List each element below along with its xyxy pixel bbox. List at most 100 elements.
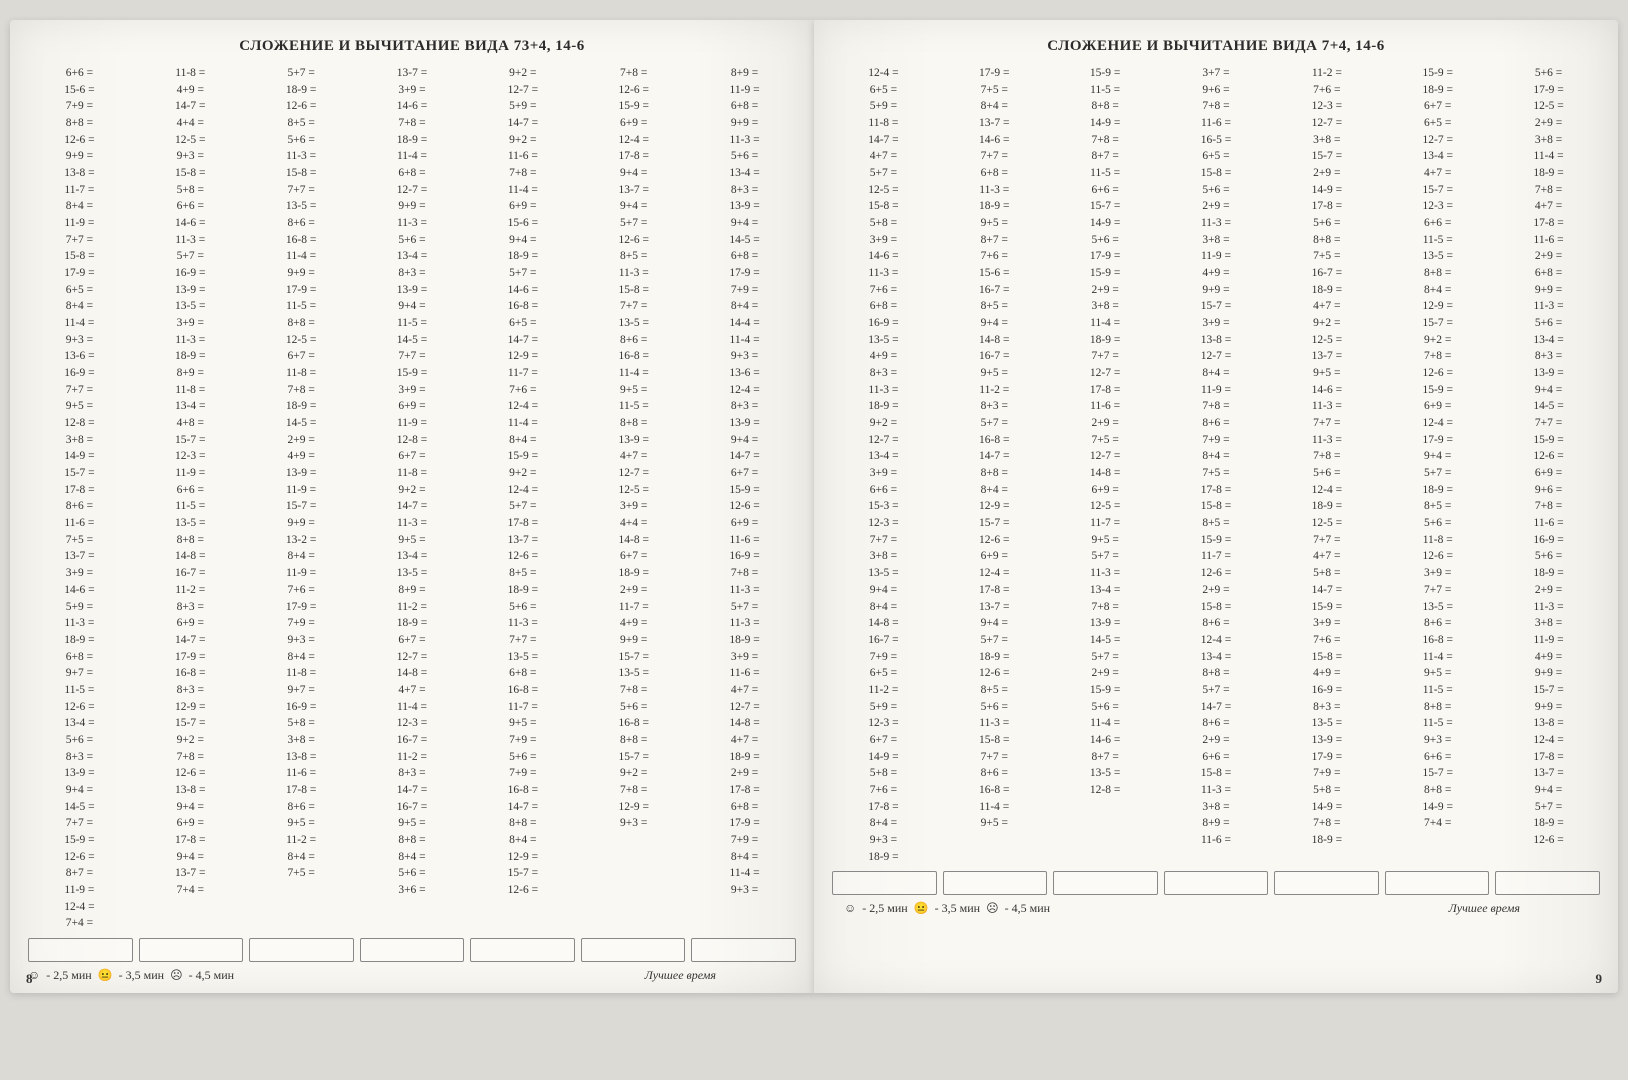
exercise-cell: 8+5 = xyxy=(943,298,1046,315)
exercise-cell: 13-9 = xyxy=(139,282,242,299)
exercise-cell: 9+5 = xyxy=(361,815,464,832)
exercise-cell: 14-5 = xyxy=(1497,398,1600,415)
exercise-cell: 11-3 = xyxy=(1165,215,1268,232)
exercise-cell: 11-9 = xyxy=(28,882,131,899)
exercise-cell: 13-7 = xyxy=(943,115,1046,132)
exercise-cell: 8+9 = xyxy=(693,65,796,82)
exercise-cell: 11-6 = xyxy=(1165,832,1268,849)
exercise-cell: 9+3 = xyxy=(693,348,796,365)
exercise-cell: 8+4 = xyxy=(832,599,935,616)
exercise-cell: 13-5 = xyxy=(139,515,242,532)
exercise-cell: 12-6 = xyxy=(28,699,131,716)
exercise-cell xyxy=(1275,849,1378,866)
exercise-cell: 11-4 = xyxy=(471,182,574,199)
exercise-cell: 6+7 = xyxy=(361,632,464,649)
exercise-cell: 14-8 = xyxy=(693,715,796,732)
exercise-cell: 2+9 = xyxy=(1054,282,1157,299)
exercise-cell: 8+8 = xyxy=(582,415,685,432)
exercise-cell: 11-4 = xyxy=(250,248,353,265)
neutral-icon: 😐 xyxy=(98,968,113,983)
exercise-cell: 7+6 = xyxy=(250,582,353,599)
exercise-cell: 14-8 = xyxy=(582,532,685,549)
exercise-cell: 14-9 = xyxy=(1386,799,1489,816)
exercise-cell: 16-9 = xyxy=(1275,682,1378,699)
exercise-cell: 11-2 = xyxy=(139,582,242,599)
exercise-cell: 18-9 = xyxy=(250,398,353,415)
exercise-cell: 5+6 = xyxy=(1497,548,1600,565)
exercise-cell: 17-9 = xyxy=(28,265,131,282)
exercise-cell: 11-9 = xyxy=(361,415,464,432)
exercise-cell: 11-4 = xyxy=(361,148,464,165)
exercise-cell: 18-9 = xyxy=(832,849,935,866)
exercise-cell: 5+6 = xyxy=(1497,65,1600,82)
exercise-cell: 6+5 = xyxy=(28,282,131,299)
exercise-cell: 7+7 = xyxy=(582,298,685,315)
exercise-cell: 17-8 = xyxy=(139,832,242,849)
exercise-cell: 11-2 = xyxy=(361,749,464,766)
exercise-cell: 16-8 = xyxy=(1386,632,1489,649)
exercise-cell: 7+9 = xyxy=(1165,432,1268,449)
exercise-cell: 15-8 = xyxy=(943,732,1046,749)
exercise-cell: 11-5 = xyxy=(1386,715,1489,732)
exercise-cell: 11-4 = xyxy=(471,415,574,432)
exercise-cell: 6+6 = xyxy=(1165,749,1268,766)
exercise-cell: 12-5 = xyxy=(139,132,242,149)
exercise-cell: 13-9 = xyxy=(361,282,464,299)
exercise-cell xyxy=(693,899,796,916)
exercise-cell: 11-2 = xyxy=(250,832,353,849)
exercise-cell: 4+7 = xyxy=(1275,548,1378,565)
exercise-cell: 8+9 = xyxy=(1165,815,1268,832)
exercise-cell: 9+4 = xyxy=(1386,448,1489,465)
exercise-cell: 14-6 = xyxy=(471,282,574,299)
exercise-cell: 7+6 = xyxy=(1275,82,1378,99)
exercise-cell: 6+7 = xyxy=(832,732,935,749)
exercise-cell: 14-4 = xyxy=(693,315,796,332)
exercise-cell: 11-8 = xyxy=(250,665,353,682)
exercise-cell: 9+5 = xyxy=(582,382,685,399)
exercise-cell: 18-9 = xyxy=(28,632,131,649)
exercise-cell: 15-7 = xyxy=(1386,765,1489,782)
exercise-cell: 14-8 = xyxy=(1054,465,1157,482)
exercise-cell: 3+9 = xyxy=(1386,565,1489,582)
exercise-cell: 12-8 = xyxy=(361,432,464,449)
exercise-cell: 11-6 = xyxy=(1497,232,1600,249)
exercise-cell: 11-8 = xyxy=(139,65,242,82)
exercise-cell: 7+8 = xyxy=(1497,498,1600,515)
exercise-cell: 7+8 = xyxy=(361,115,464,132)
exercise-cell xyxy=(1054,815,1157,832)
exercise-cell: 5+6 = xyxy=(1497,315,1600,332)
exercise-cell: 3+8 = xyxy=(832,548,935,565)
exercise-cell: 3+8 = xyxy=(1165,232,1268,249)
exercise-cell: 11-6 = xyxy=(693,532,796,549)
exercise-cell: 3+9 = xyxy=(1275,615,1378,632)
exercise-cell: 16-5 = xyxy=(1165,132,1268,149)
exercise-cell: 7+8 = xyxy=(250,382,353,399)
exercise-cell: 6+6 = xyxy=(139,482,242,499)
exercise-cell: 9+9 = xyxy=(250,265,353,282)
exercise-cell: 12-6 = xyxy=(28,849,131,866)
exercise-cell: 9+9 = xyxy=(361,198,464,215)
exercise-cell: 4+7 = xyxy=(693,732,796,749)
exercise-cell: 13-4 = xyxy=(1054,582,1157,599)
exercise-cell: 13-4 = xyxy=(361,248,464,265)
exercise-cell: 14-6 = xyxy=(361,98,464,115)
exercise-cell: 18-9 = xyxy=(139,348,242,365)
exercise-cell: 7+8 = xyxy=(1054,132,1157,149)
exercise-cell: 9+9 = xyxy=(1165,282,1268,299)
exercise-cell: 6+6 = xyxy=(1054,182,1157,199)
exercise-cell: 11-5 = xyxy=(361,315,464,332)
exercise-cell: 6+5 = xyxy=(471,315,574,332)
exercise-cell: 11-5 = xyxy=(1054,82,1157,99)
exercise-cell: 9+4 = xyxy=(832,582,935,599)
exercise-cell: 6+8 = xyxy=(471,665,574,682)
exercise-cell: 7+4 = xyxy=(1386,815,1489,832)
exercise-cell: 4+8 = xyxy=(139,415,242,432)
exercise-cell: 12-4 = xyxy=(28,899,131,916)
exercise-cell: 14-8 = xyxy=(832,615,935,632)
exercise-cell: 11-7 = xyxy=(582,599,685,616)
exercise-cell: 12-7 = xyxy=(1054,448,1157,465)
exercise-cell: 12-6 = xyxy=(1386,365,1489,382)
exercise-cell: 9+3 = xyxy=(139,148,242,165)
exercise-cell: 12-9 = xyxy=(471,348,574,365)
exercise-cell: 11-3 = xyxy=(361,515,464,532)
